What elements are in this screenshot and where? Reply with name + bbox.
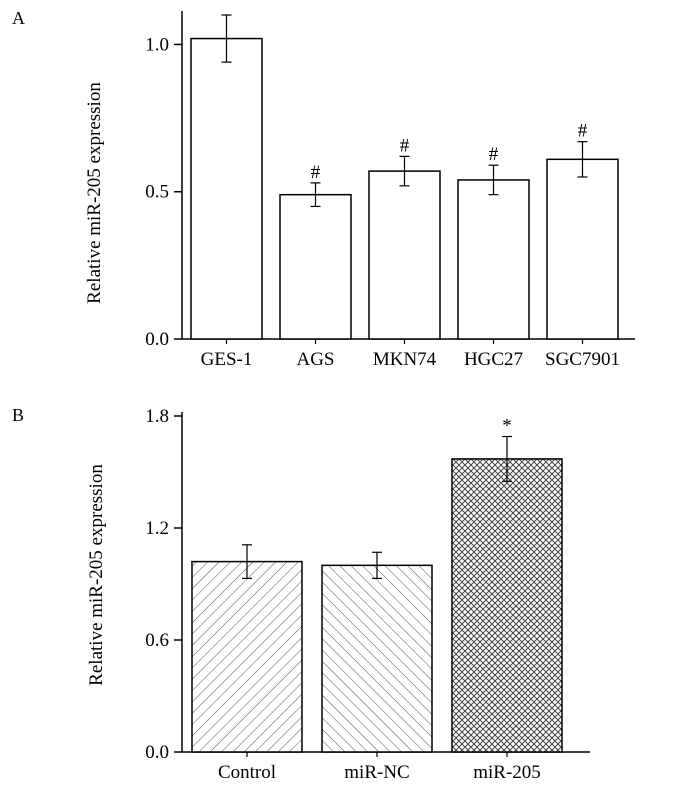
panel-a: A Relative miR-205 expression 0.0 0.5 1.0 G…	[12, 8, 635, 370]
panel-b-x-tick-label: miR-205	[473, 762, 541, 783]
panel-a-bar	[546, 158, 619, 340]
panel-b-bar	[191, 560, 303, 753]
panel-a-y-tick-label: 0.5	[145, 182, 169, 203]
panel-b-x-tick-label: miR-NC	[344, 762, 409, 783]
panel-a-significance-mark: #	[311, 162, 321, 183]
panel-a-bar	[368, 170, 441, 340]
panel-a-y-tick-label: 1.0	[145, 34, 169, 55]
panel-b-bar	[451, 458, 563, 753]
panel-a-significance-mark: #	[489, 144, 499, 165]
panel-a-x-tick-label: AGS	[296, 349, 334, 370]
panel-a-y-tick-label: 0.0	[145, 329, 169, 350]
panel-a-x-tick-label: HGC27	[464, 349, 523, 370]
panel-a-y-axis-label: Relative miR-205 expression	[84, 82, 105, 304]
panel-a-bar	[457, 179, 530, 340]
panel-b-x-tick-label: Control	[218, 762, 276, 783]
panel-a-x-tick-label: GES-1	[201, 349, 253, 370]
panel-b-y-tick-label: 0.6	[145, 630, 169, 651]
panel-b-y-tick-label: 1.8	[145, 406, 169, 427]
panel-b-y-axis-label: Relative miR-205 expression	[86, 464, 107, 686]
panel-a-label: A	[12, 8, 25, 28]
panel-a-bar	[279, 193, 352, 340]
panel-a-x-tick-label: SGC7901	[545, 349, 620, 370]
panel-a-bar	[190, 37, 263, 340]
panel-b-label: B	[12, 405, 24, 425]
panel-b-plot: 0.0 0.6 1.2 1.8 Control miR-NC miR-205 *	[145, 406, 590, 783]
panel-b-y-tick-label: 0.0	[145, 742, 169, 763]
panel-b-y-tick-label: 1.2	[145, 518, 169, 539]
panel-b-bar	[321, 564, 433, 753]
panel-b-significance-mark: *	[502, 416, 512, 437]
panel-b: B Relative miR-205 expression 0.0 0.6 1.2 1…	[12, 405, 590, 783]
panel-a-plot: 0.0 0.5 1.0 GES-1 AGS # MKN74 # HGC27 # SGC7901 #	[145, 11, 635, 370]
panel-a-significance-mark: #	[400, 135, 410, 156]
panel-a-significance-mark: #	[578, 121, 588, 142]
panel-a-x-tick-label: MKN74	[373, 349, 437, 370]
